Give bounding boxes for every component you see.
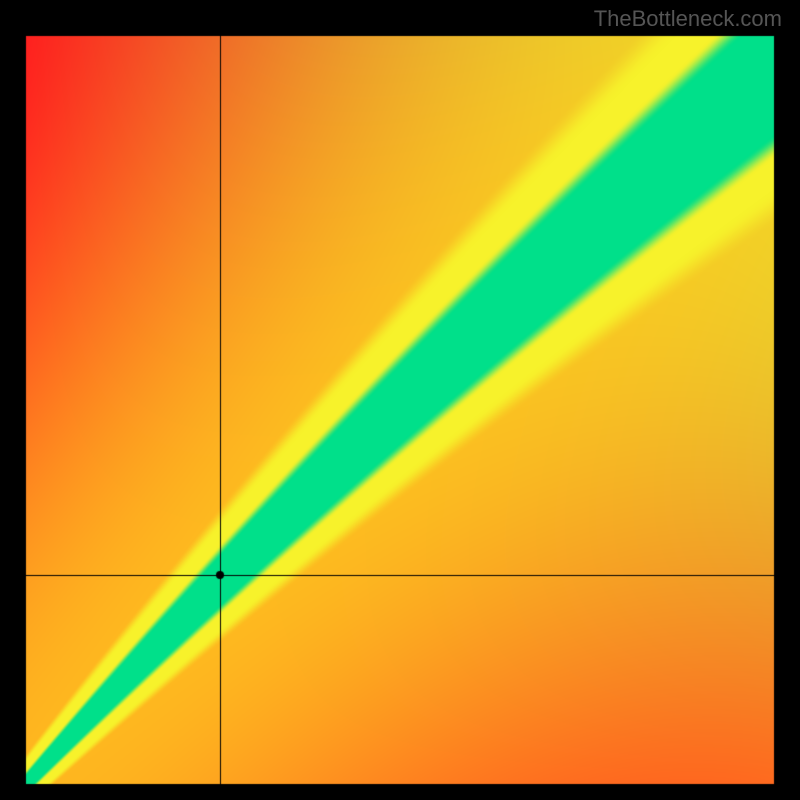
figure-wrap: TheBottleneck.com [0,0,800,800]
bottleneck-heatmap [0,0,800,800]
attribution-text: TheBottleneck.com [594,6,782,32]
